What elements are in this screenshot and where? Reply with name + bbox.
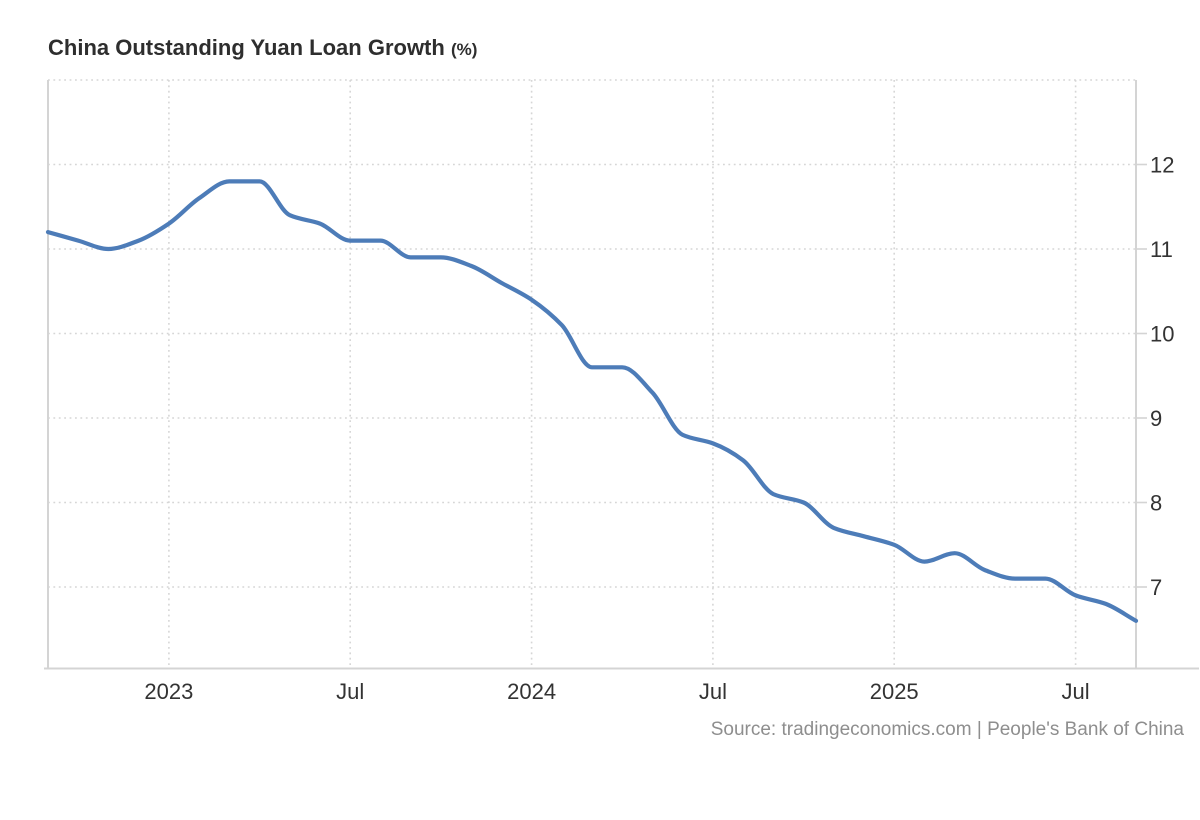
- x-axis-label: Jul: [336, 679, 364, 704]
- x-axis-label: Jul: [699, 679, 727, 704]
- x-axis-label: Jul: [1062, 679, 1090, 704]
- y-axis-label: 11: [1150, 237, 1173, 262]
- x-axis-label: 2023: [144, 679, 193, 704]
- y-axis-label: 9: [1150, 406, 1162, 431]
- source-attribution: Source: tradingeconomics.com | People's …: [710, 719, 1184, 740]
- chart-title-unit: (%): [450, 40, 478, 59]
- x-axis-label: 2024: [507, 679, 556, 704]
- y-axis-label: 7: [1150, 575, 1162, 600]
- chart-title-text: China Outstanding Yuan Loan Growth: [48, 35, 445, 60]
- y-axis-label: 8: [1150, 491, 1162, 516]
- x-axis-label: 2025: [870, 679, 919, 704]
- y-axis-label: 12: [1150, 153, 1174, 178]
- y-axis-label: 10: [1150, 322, 1174, 347]
- loan-growth-line: [45, 179, 1139, 623]
- chart-title: China Outstanding Yuan Loan Growth (%): [48, 35, 477, 61]
